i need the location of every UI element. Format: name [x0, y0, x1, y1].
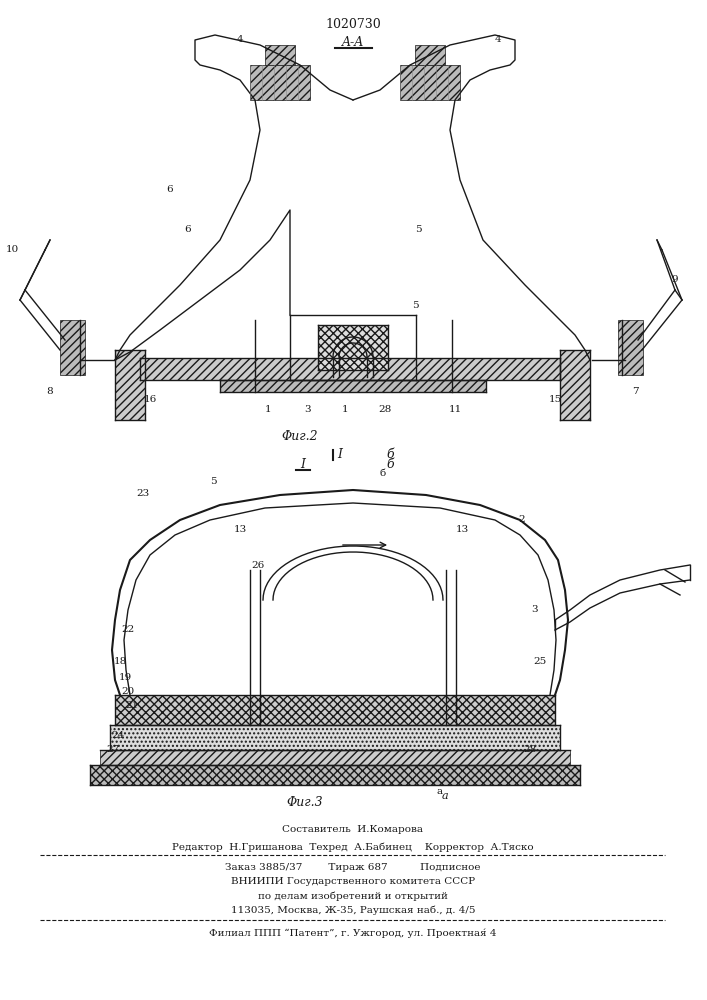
Text: 5: 5	[415, 226, 421, 234]
Text: 13: 13	[233, 526, 247, 534]
Bar	[618, 320, 643, 375]
Bar	[90, 765, 580, 785]
Text: 18: 18	[113, 658, 127, 666]
Bar	[115, 695, 555, 725]
Text: 5: 5	[411, 300, 419, 310]
Text: Заказ 3885/37        Тираж 687          Подписное: Заказ 3885/37 Тираж 687 Подписное	[226, 863, 481, 872]
Text: 113035, Москва, Ж-35, Раушская наб., д. 4/5: 113035, Москва, Ж-35, Раушская наб., д. …	[230, 905, 475, 915]
Text: I: I	[337, 448, 342, 462]
Text: б: б	[380, 470, 386, 479]
Text: 28: 28	[523, 746, 537, 754]
Bar	[400, 65, 460, 100]
Text: Φиг.3: Φиг.3	[286, 796, 323, 808]
Bar	[265, 45, 295, 65]
Text: б: б	[386, 448, 394, 462]
Text: Филиал ППП “Патент”, г. Ужгород, ул. Проектная́ 4: Филиал ППП “Патент”, г. Ужгород, ул. Про…	[209, 928, 497, 938]
Text: 1: 1	[341, 406, 349, 414]
Text: 1020730: 1020730	[325, 18, 381, 31]
Text: 9: 9	[672, 275, 678, 284]
Text: Составитель  И.Комарова: Составитель И.Комарова	[283, 826, 423, 834]
Text: 4: 4	[237, 35, 243, 44]
Text: 25: 25	[533, 658, 547, 666]
Bar	[560, 350, 590, 420]
Bar	[110, 725, 560, 750]
Text: Φиг.2: Φиг.2	[281, 430, 318, 444]
Bar	[415, 45, 445, 65]
Text: 22: 22	[122, 626, 134, 635]
Text: a: a	[437, 788, 443, 796]
Text: 2: 2	[519, 516, 525, 524]
Text: 20: 20	[122, 688, 134, 696]
Text: 13: 13	[455, 526, 469, 534]
Text: 6: 6	[167, 186, 173, 194]
Text: 23: 23	[136, 489, 150, 498]
Text: Редактор  Н.Гришанова  Техред  А.Бабинец    Корректор  А.Тяско: Редактор Н.Гришанова Техред А.Бабинец Ко…	[173, 842, 534, 852]
Text: I: I	[300, 458, 305, 472]
Bar	[220, 380, 486, 392]
Bar	[250, 65, 310, 100]
Text: 26: 26	[252, 560, 264, 570]
Text: б: б	[386, 458, 394, 472]
Text: 3: 3	[305, 406, 311, 414]
Text: 3: 3	[532, 605, 538, 614]
Text: 7: 7	[631, 387, 638, 396]
Text: 1: 1	[264, 406, 271, 414]
Bar	[318, 325, 388, 370]
Bar	[100, 750, 570, 765]
Text: 5: 5	[210, 478, 216, 487]
Bar	[60, 320, 85, 375]
Text: 28: 28	[378, 406, 392, 414]
Text: 21: 21	[125, 700, 139, 710]
Text: 19: 19	[118, 674, 132, 682]
Bar	[140, 358, 560, 380]
Text: 8: 8	[47, 387, 53, 396]
Text: 15: 15	[549, 395, 561, 404]
Text: 10: 10	[6, 245, 18, 254]
Text: a: a	[442, 791, 448, 801]
Text: ВНИИПИ Государственного комитета СССР: ВНИИПИ Государственного комитета СССР	[231, 878, 475, 886]
Text: 4: 4	[495, 35, 501, 44]
Text: 24: 24	[112, 730, 124, 740]
Text: A-A: A-A	[342, 35, 364, 48]
Text: 6: 6	[185, 226, 192, 234]
Text: 16: 16	[144, 395, 157, 404]
Bar	[115, 350, 145, 420]
Text: 27: 27	[106, 746, 119, 754]
Text: по делам изобретений и открытий: по делам изобретений и открытий	[258, 891, 448, 901]
Text: 11: 11	[448, 406, 462, 414]
